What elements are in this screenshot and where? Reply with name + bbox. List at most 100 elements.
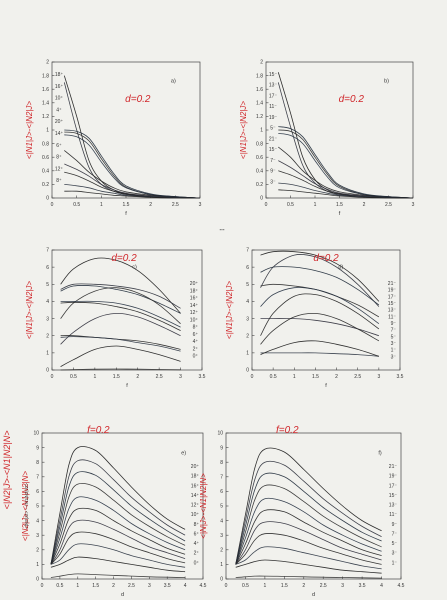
- y-tick-label: 3: [36, 533, 39, 539]
- series-line: [260, 283, 380, 318]
- handwritten-annotation: d=0.2: [125, 94, 151, 105]
- series-line: [235, 509, 382, 565]
- panel-label: a): [171, 78, 176, 84]
- handwritten-y-label: <|N1|J>-<|N2|J>: [225, 281, 234, 339]
- y-tick-label: 5: [36, 504, 39, 510]
- chart-panel-b: 0 0.5 1 1.5 2 2.5 3 0 0.2 0.4 0.6 0.8 1 1.2 1.4 1.6 1.8 2…: [239, 60, 415, 217]
- series-line: [50, 519, 186, 565]
- y-tick-label: 1: [46, 351, 49, 357]
- legend-entry: 9⁻: [270, 169, 276, 175]
- legend-entry: 6⁺: [193, 332, 199, 338]
- legend-entry: 2⁺: [194, 551, 200, 557]
- y-tick-label: 2: [246, 333, 249, 339]
- series-line: [235, 559, 382, 574]
- series-line: [60, 312, 181, 345]
- legend-entry: 21⁻: [389, 464, 398, 470]
- series-line: [64, 184, 201, 199]
- x-tick-label: 3.5: [164, 583, 171, 589]
- legend-entry: 4⁺: [194, 541, 200, 547]
- y-tick-label: 3: [246, 316, 249, 322]
- series-line: [260, 287, 380, 325]
- series-line: [64, 150, 201, 199]
- legend-entry: 8⁺: [56, 178, 62, 184]
- y-tick-label: 8: [220, 460, 223, 466]
- x-tick-label: 0.5: [287, 202, 294, 208]
- legend-entry: 17⁻: [388, 294, 397, 300]
- handwritten-annotation: d=0.2: [313, 253, 339, 264]
- x-tick-label: 3: [341, 583, 344, 589]
- legend-entry: 8⁺: [193, 325, 199, 331]
- y-tick-label: 6: [220, 489, 223, 495]
- series-line: [235, 484, 382, 565]
- x-tick-label: 2: [149, 202, 152, 208]
- y-tick-label: 1.8: [42, 73, 49, 79]
- legend-entry: 3⁻: [392, 551, 398, 557]
- chart-panel-f: 0 0.5 1 1.5 2 2.5 3 3.5 4 4.5 0 1 2 3 4 5 6 7 8 9 10 d 21⁻ 19⁻ 1…: [199, 425, 405, 598]
- legend-entry: 13⁻: [388, 308, 397, 314]
- x-tick-label: 3: [412, 202, 415, 208]
- y-tick-label: 1.6: [256, 87, 263, 93]
- legend-entry: 17⁻: [269, 93, 278, 99]
- y-tick-label: 0: [46, 368, 49, 374]
- series-line: [50, 543, 186, 568]
- y-tick-label: 7: [220, 475, 223, 481]
- y-tick-label: 10: [33, 431, 39, 437]
- y-tick-label: 6: [246, 265, 249, 271]
- legend-entry: 16⁺: [191, 483, 200, 489]
- series-line: [278, 126, 414, 199]
- x-axis-label: f: [339, 211, 341, 217]
- y-tick-label: 1: [46, 128, 49, 134]
- y-tick-label: 0.6: [42, 155, 49, 161]
- x-tick-label: 2.5: [156, 374, 163, 380]
- series-line: [60, 345, 181, 367]
- series-line: [64, 131, 201, 199]
- y-tick-label: 1: [246, 351, 249, 357]
- series-line: [260, 266, 380, 306]
- x-tick-label: 2.5: [385, 202, 392, 208]
- series-line: [235, 460, 382, 565]
- legend-entry: 10⁺: [191, 512, 200, 518]
- x-tick-label: 2.5: [354, 374, 361, 380]
- x-tick-label: 2: [363, 202, 366, 208]
- x-tick-label: 0: [251, 374, 254, 380]
- legend-entry: 7⁻: [270, 158, 276, 164]
- series-line: [50, 446, 186, 565]
- series-line: [260, 293, 380, 336]
- x-tick-label: 1.5: [312, 374, 319, 380]
- legend-entry: 15⁻: [269, 147, 278, 153]
- legend-entry: 15⁻: [269, 72, 278, 78]
- legend-entry: 20⁺: [190, 281, 199, 287]
- y-tick-label: 4: [36, 518, 39, 524]
- series-line: [50, 556, 186, 573]
- legend-entry: 6⁺: [56, 143, 62, 149]
- legend-entry: 9⁻: [391, 321, 397, 327]
- x-tick-label: 2: [112, 583, 115, 589]
- x-tick-label: 3: [377, 374, 380, 380]
- x-tick-label: 1: [76, 583, 79, 589]
- plot-frame: [51, 61, 201, 199]
- y-tick-label: 0: [260, 196, 263, 202]
- legend-entry: 12⁺: [191, 503, 200, 509]
- legend-entry: 12⁺: [55, 166, 64, 172]
- plot-frame: [225, 432, 402, 580]
- legend-entry: 16⁺: [190, 296, 199, 302]
- series-line: [260, 352, 379, 357]
- handwritten-side-note: <|N2|J>-<N1|N2|N>: [2, 431, 12, 510]
- series-line: [60, 285, 181, 314]
- x-tick-label: 4.5: [398, 583, 405, 589]
- series-line: [260, 318, 380, 337]
- y-tick-label: 2: [260, 60, 263, 66]
- legend-entry: 5⁻: [270, 126, 276, 132]
- legend-entry: 5⁻: [391, 334, 397, 340]
- x-tick-label: 2: [302, 583, 305, 589]
- series-line: [60, 301, 181, 331]
- legend-entry: 13⁻: [389, 503, 398, 509]
- legend-entry: 14⁺: [55, 131, 64, 137]
- x-tick-label: 3: [199, 202, 202, 208]
- x-axis-label: f: [126, 383, 128, 389]
- y-tick-label: 1.4: [256, 101, 263, 107]
- y-tick-label: 1: [36, 562, 39, 568]
- series-line: [235, 521, 382, 565]
- handwritten-y-label: <|N2|J>-<N1|N2|N>: [21, 471, 30, 541]
